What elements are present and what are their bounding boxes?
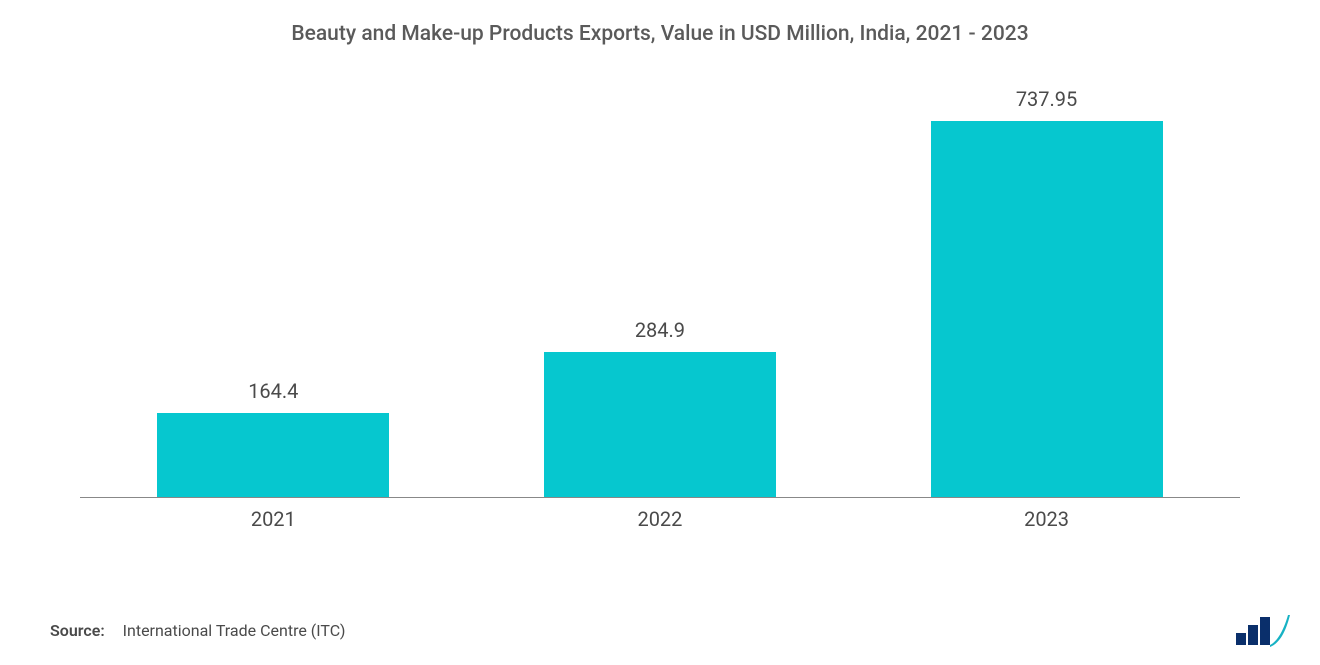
bar-0 <box>157 413 389 497</box>
logo-bar-3 <box>1260 617 1270 645</box>
bar-value-2: 737.95 <box>853 87 1240 111</box>
bar-slot-2: 737.95 2023 <box>853 89 1240 497</box>
chart-title: Beauty and Make-up Products Exports, Val… <box>0 22 1320 46</box>
source-line: Source: International Trade Centre (ITC) <box>50 621 346 640</box>
logo-bar-2 <box>1248 625 1258 645</box>
source-label: Source: <box>50 621 105 640</box>
bar-2 <box>931 121 1163 497</box>
bar-slot-1: 284.9 2022 <box>467 89 854 497</box>
bar-value-1: 284.9 <box>467 318 854 342</box>
bar-cat-0: 2021 <box>80 497 467 531</box>
logo-bar-1 <box>1236 633 1246 645</box>
plot-area: 164.4 2021 284.9 2022 737.95 2023 <box>80 90 1240 498</box>
logo-swoosh <box>1270 615 1290 647</box>
bar-cat-2: 2023 <box>853 497 1240 531</box>
bar-1 <box>544 352 776 497</box>
bar-slot-0: 164.4 2021 <box>80 89 467 497</box>
brand-logo-icon <box>1234 613 1290 647</box>
source-text: International Trade Centre (ITC) <box>123 621 346 640</box>
bar-value-0: 164.4 <box>80 379 467 403</box>
bar-cat-1: 2022 <box>467 497 854 531</box>
chart-container: Beauty and Make-up Products Exports, Val… <box>0 0 1320 665</box>
